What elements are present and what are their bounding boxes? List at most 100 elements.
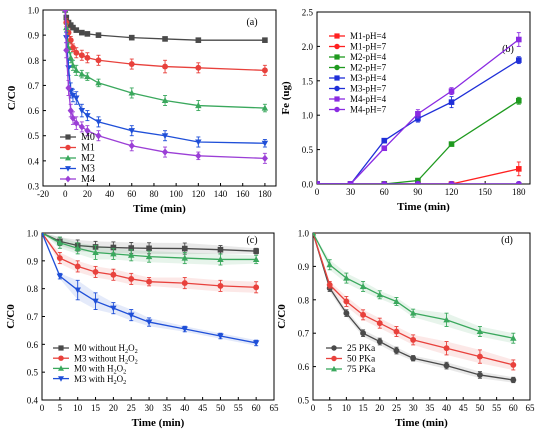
data-point — [146, 278, 153, 285]
x-tick-label: 80 — [149, 189, 159, 199]
legend-item: M1-pH=7 — [329, 42, 387, 52]
y-tick-label: 1.0 — [298, 229, 310, 239]
series-line — [42, 233, 257, 288]
data-point — [161, 133, 169, 140]
data-point — [73, 95, 80, 102]
y-tick-label: 0.5 — [27, 368, 39, 378]
x-tick-label: 40 — [180, 403, 190, 413]
data-point — [217, 246, 224, 253]
y-tick-label: 0.9 — [27, 256, 39, 266]
data-point — [65, 65, 72, 72]
legend-label: 25 PKa — [347, 344, 376, 354]
data-point — [476, 372, 483, 378]
y-tick-label: 0.5 — [298, 396, 310, 406]
plot-frame — [312, 232, 531, 401]
legend-label: M1 — [81, 143, 95, 154]
legend-swatch-marker — [334, 33, 340, 39]
data-point — [343, 298, 350, 305]
x-tick-label: 30 — [346, 187, 356, 197]
series-line — [313, 233, 514, 366]
x-tick-label: 60 — [509, 403, 519, 413]
chart-panel-b: 0 30 60 90 120 150 180 0.0 0.5 1.0 1.5 2.0 2.5 Time (… — [280, 8, 531, 213]
data-point — [181, 280, 188, 287]
x-tick-label: 180 — [512, 187, 526, 197]
series-line — [42, 233, 257, 252]
data-point — [84, 54, 91, 61]
data-point — [181, 326, 188, 333]
data-point — [84, 73, 91, 80]
data-point — [73, 49, 80, 56]
x-tick-label: 40 — [105, 189, 115, 199]
legend-label: M0 — [81, 132, 95, 143]
legend-label: M2-pH=4 — [350, 52, 387, 62]
y-tick-label: 2.5 — [302, 8, 314, 18]
data-point — [95, 132, 102, 140]
data-point — [410, 336, 417, 343]
legend-swatch-marker — [331, 345, 337, 351]
data-point — [78, 52, 85, 59]
y-tick-label: 1.5 — [302, 76, 314, 86]
data-point — [145, 319, 153, 326]
y-axis-label: C/C0 — [6, 85, 18, 110]
legend-swatch-marker — [58, 345, 64, 351]
legend-item: 75 PKa — [326, 365, 376, 375]
data-point — [376, 338, 383, 345]
error-band — [313, 233, 514, 370]
series-line — [42, 233, 257, 261]
data-point — [261, 154, 268, 162]
data-point — [128, 61, 135, 67]
legend-item: M4 — [60, 174, 95, 185]
data-point — [253, 248, 259, 254]
x-tick-label: 20 — [83, 189, 93, 199]
y-tick-label: 1.0 — [27, 229, 39, 239]
series-m3-with-h — [42, 233, 260, 347]
y-tick-label: 0.4 — [28, 156, 40, 166]
data-point — [67, 54, 74, 61]
data-point — [393, 347, 400, 354]
data-point — [56, 255, 63, 261]
x-tick-label: 60 — [380, 187, 390, 197]
x-tick-label: 30 — [145, 403, 155, 413]
data-point — [195, 152, 202, 160]
x-tick-label: 55 — [234, 403, 244, 413]
legend-swatch-marker — [65, 166, 71, 172]
data-point — [515, 97, 522, 104]
x-tick-label: 0 — [63, 189, 68, 199]
series-m4 — [62, 10, 268, 164]
data-point — [317, 181, 320, 184]
data-point — [515, 36, 522, 43]
legend-label: M3 with H2O2 — [74, 374, 126, 386]
series-m3-ph-4 — [317, 56, 522, 184]
data-point — [510, 377, 517, 383]
data-point — [195, 37, 202, 43]
data-point — [95, 119, 102, 126]
x-tick-label: 35 — [425, 403, 435, 413]
chart-panel-c: 0 5 10 15 20 25 30 35 40 45 50 55 60 65 0.4 0.5 0.6 0.7 0.… — [5, 229, 279, 430]
y-axis-label: C/C0 — [276, 304, 288, 329]
x-tick-label: 120 — [192, 189, 206, 199]
data-point — [217, 256, 224, 262]
x-tick-label: 60 — [127, 189, 137, 199]
legend-item: M3 with H2O2 — [53, 374, 126, 386]
legend-label: 50 PKa — [347, 355, 376, 365]
data-point — [393, 298, 400, 304]
x-tick-label: 60 — [252, 403, 262, 413]
y-tick-label: 0.0 — [302, 180, 314, 190]
data-point — [62, 10, 69, 14]
x-tick-label: 180 — [258, 189, 272, 199]
x-tick-label: 50 — [475, 403, 485, 413]
y-tick-label: 0.9 — [298, 262, 310, 272]
legend-swatch-marker — [334, 85, 340, 92]
legend-label: 75 PKa — [347, 365, 376, 375]
y-tick-label: 0.8 — [28, 56, 40, 66]
data-point — [92, 249, 99, 256]
legend-swatch-marker — [331, 355, 337, 362]
data-point — [128, 275, 135, 282]
legend-label: M0 with H2O2 — [74, 364, 126, 376]
x-tick-label: -20 — [37, 189, 49, 199]
data-point — [448, 181, 455, 184]
data-point — [128, 251, 135, 258]
